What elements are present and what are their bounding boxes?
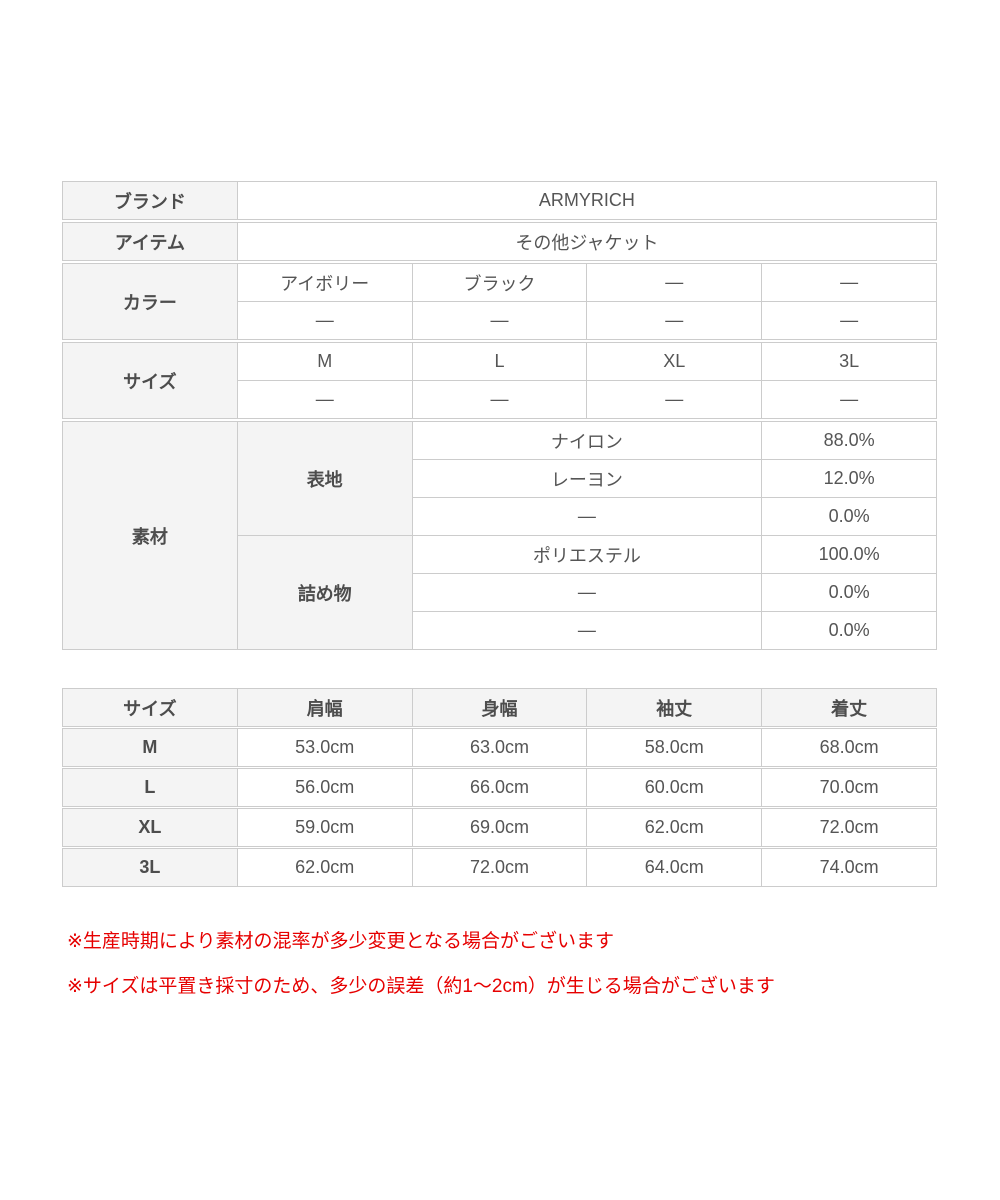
color-cell: —	[761, 301, 937, 340]
spec-table-color-group: カラー アイボリー ブラック — — — — — —	[62, 263, 937, 340]
size-row-label: XL	[62, 808, 238, 847]
footnotes: ※生産時期により素材の混率が多少変更となる場合がございます ※サイズは平置き採寸…	[62, 929, 937, 1000]
table-row: アイテム その他ジャケット	[62, 222, 938, 261]
table-row: — 0.0%	[63, 611, 937, 650]
material-pct-cell: 0.0%	[761, 611, 937, 650]
size-header: サイズ	[62, 342, 238, 419]
outer-fabric-header: 表地	[236, 421, 413, 536]
material-pct-cell: 12.0%	[761, 459, 937, 498]
size-row-label: L	[62, 768, 238, 807]
padding-header: 詰め物	[236, 535, 413, 650]
spec-table-size-group: サイズ M L XL 3L — — — —	[62, 342, 937, 419]
size-cell: —	[761, 380, 937, 419]
brand-header: ブランド	[62, 181, 238, 220]
table-row: L 56.0cm 66.0cm 60.0cm 70.0cm	[62, 768, 937, 807]
size-cell: L	[411, 342, 588, 381]
color-cell: アイボリー	[236, 263, 413, 302]
measurement-cell: 68.0cm	[761, 728, 937, 767]
measurement-cell: 69.0cm	[411, 808, 588, 847]
size-table-row-l: L 56.0cm 66.0cm 60.0cm 70.0cm	[62, 768, 937, 807]
measurement-cell: 72.0cm	[761, 808, 937, 847]
table-row: M 53.0cm 63.0cm 58.0cm 68.0cm	[62, 728, 937, 767]
size-row-label: M	[62, 728, 238, 767]
size-cell: M	[236, 342, 413, 381]
material-pct-cell: 100.0%	[761, 535, 937, 574]
material-pct-cell: 88.0%	[761, 421, 937, 460]
material-name-cell: ポリエステル	[411, 535, 763, 574]
measurement-cell: 74.0cm	[761, 848, 937, 887]
item-value: その他ジャケット	[236, 222, 938, 261]
spec-table-item-group: アイテム その他ジャケット	[62, 222, 938, 261]
table-row: サイズ M L XL 3L	[62, 342, 937, 419]
size-table-row-3l: 3L 62.0cm 72.0cm 64.0cm 74.0cm	[62, 848, 937, 887]
measurement-cell: 56.0cm	[236, 768, 413, 807]
measurement-cell: 53.0cm	[236, 728, 413, 767]
material-pct-cell: 0.0%	[761, 497, 937, 536]
size-table-row-m: M 53.0cm 63.0cm 58.0cm 68.0cm	[62, 728, 937, 767]
table-row: — 0.0%	[63, 573, 937, 612]
size-table-header-row: サイズ 肩幅 身幅 袖丈 着丈	[62, 688, 937, 727]
material-name-cell: —	[411, 497, 763, 536]
table-row: 詰め物 ポリエステル 100.0%	[63, 535, 937, 650]
size-cell: —	[411, 380, 588, 419]
table-row: ブランド ARMYRICH	[62, 181, 938, 220]
table-row: — 0.0%	[63, 497, 937, 536]
material-header: 素材	[62, 421, 238, 650]
column-header: サイズ	[62, 688, 238, 727]
column-header: 着丈	[761, 688, 937, 727]
color-cell: —	[586, 301, 763, 340]
material-name-cell: ナイロン	[411, 421, 763, 460]
table-row: サイズ 肩幅 身幅 袖丈 着丈	[62, 688, 937, 727]
table-row: カラー アイボリー ブラック — —	[62, 263, 937, 340]
table-row: 素材 表地 ナイロン 88.0%	[62, 421, 937, 650]
size-row-label: 3L	[62, 848, 238, 887]
size-table-row-xl: XL 59.0cm 69.0cm 62.0cm 72.0cm	[62, 808, 937, 847]
column-header: 肩幅	[236, 688, 413, 727]
spec-table-material-group: 素材 表地 ナイロン 88.0% レーヨン 12.0% — 0.0% 詰め物 ポ…	[62, 421, 937, 650]
note-material-mixture: ※生産時期により素材の混率が多少変更となる場合がございます	[67, 931, 614, 952]
product-spec-section: ブランド ARMYRICH アイテム その他ジャケット カラー アイボリー ブラ…	[62, 181, 938, 1019]
table-row: レーヨン 12.0%	[63, 459, 937, 498]
material-name-cell: —	[411, 611, 763, 650]
size-cell: XL	[586, 342, 763, 381]
material-name-cell: レーヨン	[411, 459, 763, 498]
measurement-cell: 58.0cm	[586, 728, 763, 767]
color-cell: —	[761, 263, 937, 302]
color-cell: —	[236, 301, 413, 340]
measurement-cell: 63.0cm	[411, 728, 588, 767]
table-row: 3L 62.0cm 72.0cm 64.0cm 74.0cm	[62, 848, 937, 887]
measurement-cell: 64.0cm	[586, 848, 763, 887]
item-header: アイテム	[62, 222, 238, 261]
color-cell: —	[586, 263, 763, 302]
measurement-cell: 62.0cm	[586, 808, 763, 847]
measurement-cell: 70.0cm	[761, 768, 937, 807]
color-header: カラー	[62, 263, 238, 340]
measurement-cell: 72.0cm	[411, 848, 588, 887]
table-row: XL 59.0cm 69.0cm 62.0cm 72.0cm	[62, 808, 937, 847]
column-header: 袖丈	[586, 688, 763, 727]
size-cell: —	[236, 380, 413, 419]
spec-table-brand-group: ブランド ARMYRICH	[62, 181, 938, 220]
color-cell: ブラック	[411, 263, 588, 302]
measurement-cell: 60.0cm	[586, 768, 763, 807]
color-cell: —	[411, 301, 588, 340]
size-cell: —	[586, 380, 763, 419]
column-header: 身幅	[411, 688, 588, 727]
measurement-cell: 62.0cm	[236, 848, 413, 887]
table-row: — — — —	[63, 301, 937, 340]
note-size-tolerance: ※サイズは平置き採寸のため、多少の誤差（約1〜2cm）が生じる場合がございます	[67, 976, 775, 997]
table-row: — — — —	[63, 380, 937, 419]
measurement-cell: 59.0cm	[236, 808, 413, 847]
material-name-cell: —	[411, 573, 763, 612]
size-measurement-table: サイズ 肩幅 身幅 袖丈 着丈 M 53.0cm 63.0cm 58.0cm 6…	[62, 688, 937, 887]
size-cell: 3L	[761, 342, 937, 381]
material-pct-cell: 0.0%	[761, 573, 937, 612]
brand-value: ARMYRICH	[236, 181, 938, 220]
measurement-cell: 66.0cm	[411, 768, 588, 807]
